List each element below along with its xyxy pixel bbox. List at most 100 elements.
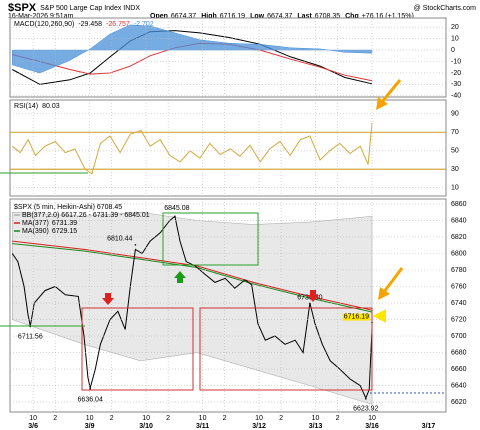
x-tick-label: 2	[110, 415, 114, 422]
y-tick-label: 0	[451, 47, 455, 54]
y-tick-label: 6780	[451, 267, 467, 274]
text-part: 80.03	[42, 103, 60, 110]
x-tick-label: 2	[166, 415, 170, 422]
price-point	[134, 244, 137, 246]
text-part: +76.16 (+1.15%)	[362, 13, 414, 20]
header-date: 16-Mar-2026 9:51am	[8, 13, 74, 20]
y-tick-label: 6740	[451, 300, 467, 307]
x-date-label: 3/6	[28, 423, 38, 430]
x-tick-label: 10	[368, 415, 376, 422]
source: @ StockCharts.com	[414, 5, 477, 12]
callout-arrow	[382, 267, 404, 293]
y-tick-label: 6640	[451, 382, 467, 389]
x-date-label: 3/16	[365, 423, 379, 430]
down-arrow	[102, 293, 114, 305]
x-tick-label: 10	[142, 415, 150, 422]
text-part: 6729.15	[52, 228, 77, 235]
text-part: 6708.35	[315, 13, 340, 20]
price-label: 6711.56	[18, 333, 43, 340]
text-part: MA(390)	[22, 228, 49, 235]
y-tick-label: -30	[451, 81, 461, 88]
x-date-label: 3/11	[196, 423, 209, 430]
quote: Open 6674.37 High 6716.19 Low 6674.37 Last 6708…	[150, 13, 414, 20]
annotation-box	[81, 307, 194, 391]
text-part: 6716.19	[220, 13, 245, 20]
annotations	[0, 79, 446, 394]
label-highlight	[342, 313, 371, 321]
annotation-box	[162, 212, 259, 266]
y-tick-label: -10	[451, 58, 461, 65]
text-part: Low	[250, 13, 265, 20]
series-layer	[12, 24, 373, 85]
x-tick-label: 2	[279, 415, 283, 422]
y-tick-label: 6720	[451, 316, 467, 323]
price-label: 6845.08	[164, 205, 189, 212]
series-line	[12, 30, 373, 85]
annotation-box	[199, 307, 373, 391]
text-part: -26.757	[106, 21, 130, 28]
price-point	[174, 215, 176, 218]
x-tick-label: 2	[223, 415, 227, 422]
y-tick-label: 6680	[451, 349, 467, 356]
price-label: 6716.19	[344, 314, 369, 321]
y-tick-label: -40	[451, 93, 461, 100]
header-title: $SPX S&P 500 Large Cap Index INDX	[8, 2, 140, 14]
text-part: 6674.37	[267, 13, 292, 20]
y-tick-label: 6760	[451, 283, 467, 290]
y-tick-label: 50	[451, 148, 459, 155]
price-label: 6810.44	[107, 236, 132, 243]
series-line	[11, 215, 373, 400]
y-tick-label: 6860	[451, 201, 467, 208]
legend-entry: BB(377,2.0) 6617.26 - 6731.39 - 6845.01	[22, 212, 150, 219]
y-tick-label: 10	[451, 185, 459, 192]
callout-arrowhead	[376, 97, 388, 110]
y-tick-label: 6660	[451, 366, 467, 373]
text-part: RSI(14)	[14, 103, 38, 110]
x-date-label: 3/10	[139, 423, 153, 430]
text-part: 6731.39	[52, 220, 77, 227]
legend: MACD(120,260,90) -29.458 -26.757 -2.702	[14, 21, 154, 28]
price-point	[89, 388, 91, 390]
y-tick-label: 10	[451, 35, 459, 42]
text-part: -29.458	[78, 21, 102, 28]
text-part: Chg	[345, 13, 359, 20]
text-part: -2.702	[134, 21, 154, 28]
x-tick-label: 2	[336, 415, 340, 422]
y-tick-label: 6700	[451, 333, 467, 340]
y-tick-label: 6620	[451, 399, 467, 406]
x-tick-label: 10	[312, 415, 320, 422]
y-tick-label: 90	[451, 111, 459, 118]
price-point	[309, 302, 311, 305]
y-tick-label: 6840	[451, 217, 467, 224]
text-part: Last	[297, 13, 312, 20]
panel-frame	[9, 17, 447, 98]
x-tick-label: 2	[53, 415, 57, 422]
y-tick-label: 30	[451, 166, 459, 173]
panel-title: $SPX (5 min, Heikin-Ashi) 6708.45	[14, 204, 122, 211]
y-tick-label: -20	[451, 70, 461, 77]
text-part: 6674.37	[171, 13, 196, 20]
x-tick-label: 10	[29, 415, 37, 422]
x-date-label: 3/17	[422, 423, 436, 430]
x-date-label: 3/13	[309, 423, 323, 430]
callout-arrow	[380, 79, 402, 103]
y-tick-label: 6820	[451, 234, 467, 241]
x-tick-label: 10	[255, 415, 263, 422]
price-label: 6636.04	[78, 397, 103, 404]
x-date-label: 3/9	[85, 423, 95, 430]
text-part: S&P 500 Large Cap Index INDX	[40, 5, 140, 12]
histogram-area	[12, 24, 373, 74]
text-part: $SPX	[8, 2, 37, 14]
legend: RSI(14) 80.03	[14, 103, 60, 110]
text-part: BB(377,2.0) 6617.26 - 6731.39 - 6845.01	[22, 212, 150, 219]
legend-entry: MA(390) 6729.15	[22, 228, 77, 235]
text-part: High	[201, 13, 217, 20]
price-label: 6623.92	[353, 406, 378, 413]
y-tick-label: 6800	[451, 250, 467, 257]
price-point	[365, 398, 367, 400]
y-tick-label: 70	[451, 129, 459, 136]
plot-layer: $SPX S&P 500 Large Cap Index INDX @ StockC…	[8, 2, 476, 430]
x-tick-label: 10	[86, 415, 94, 422]
